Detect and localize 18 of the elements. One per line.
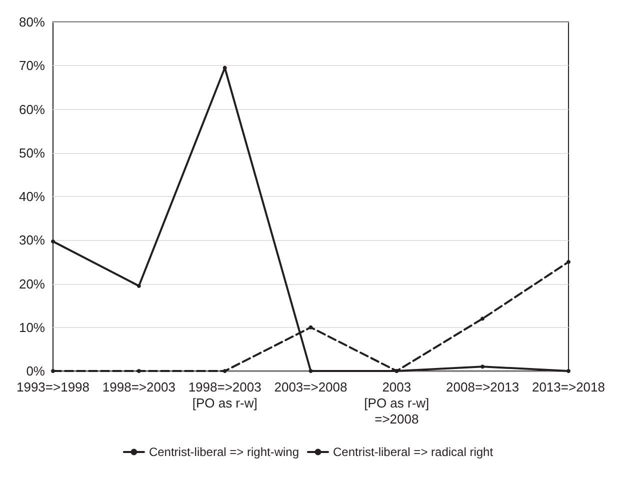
y-tick-label: 40%: [18, 189, 46, 204]
y-tick-label: 0%: [26, 364, 46, 378]
y-tick-label: 50%: [18, 145, 46, 160]
x-tick-label: 2013=>2018: [532, 380, 606, 394]
x-tick-label: 2008=>2013: [446, 380, 520, 394]
legend-label: Centrist-liberal => right-wing: [148, 445, 299, 459]
x-tick-label: 1993=>1998: [16, 380, 90, 394]
x-tick-label: 2003=>2008: [274, 380, 348, 394]
y-tick-label: 60%: [18, 102, 46, 117]
legend-label: Centrist-liberal => radical right: [332, 445, 494, 459]
x-tick-label: 1998=>2003: [102, 380, 176, 394]
y-tick-label: 20%: [18, 276, 46, 292]
y-tick-label: 30%: [18, 232, 46, 248]
x-tick-label: 1998=>2003 [PO as r-w]: [188, 380, 262, 410]
y-tick-label: 80%: [18, 14, 46, 30]
y-tick-label: 70%: [18, 58, 46, 74]
x-tick-label: 2003 [PO as r-w] =>2008: [364, 380, 430, 426]
y-tick-label: 10%: [18, 320, 46, 335]
